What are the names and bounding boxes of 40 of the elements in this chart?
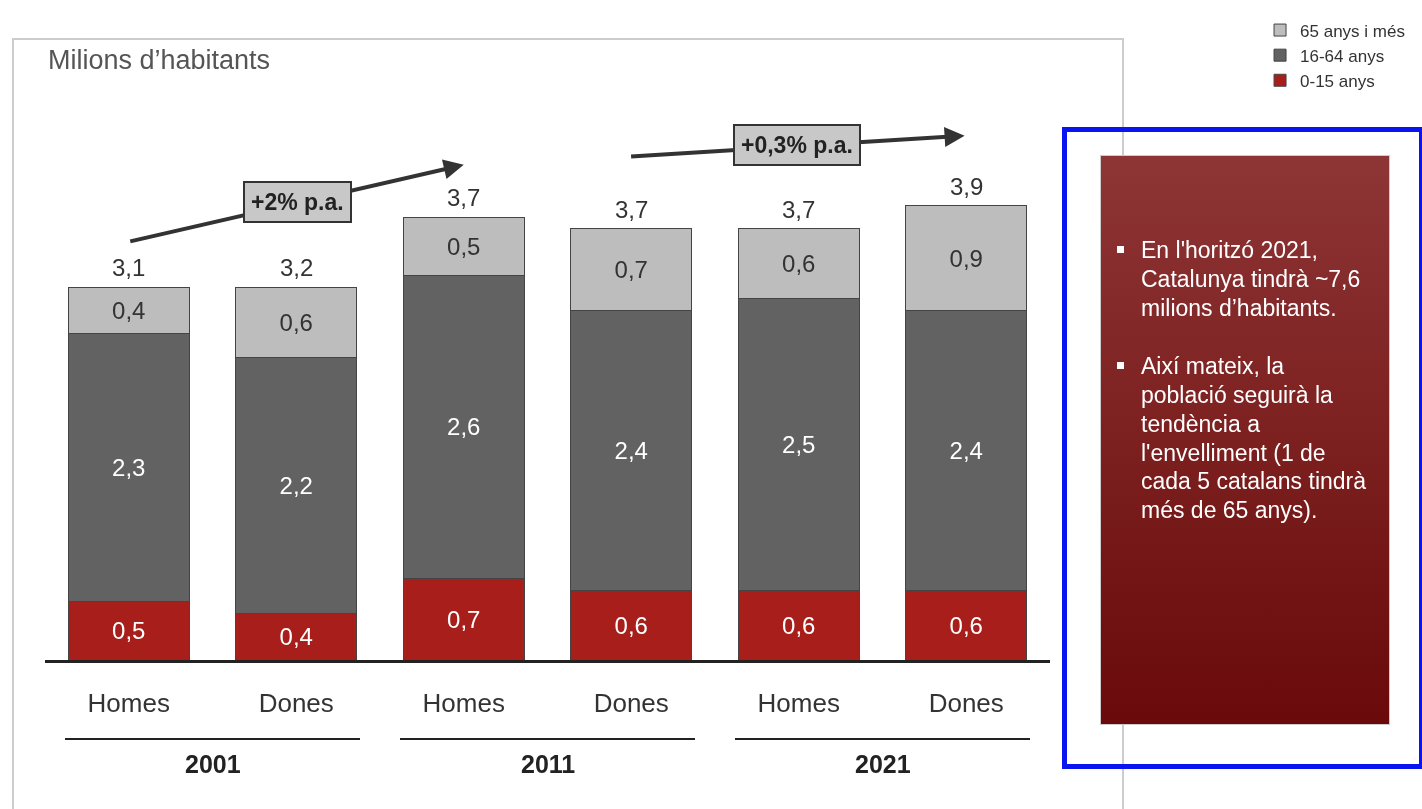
data-label: 2,4 [614, 436, 648, 464]
x-tick-label: Dones [593, 688, 669, 719]
x-tick-label: Homes [757, 688, 840, 719]
data-label: 0,6 [949, 611, 983, 639]
total-label: 3,7 [447, 184, 481, 211]
data-label: 0,5 [447, 232, 481, 260]
annotation: +2% p.a. [251, 189, 344, 215]
data-label: 0,6 [782, 250, 816, 278]
data-label: 0,6 [782, 611, 816, 639]
data-label: 0,7 [614, 256, 648, 284]
text: 2021 [855, 750, 911, 778]
data-label: 2,4 [949, 436, 983, 464]
total-label: 3,1 [112, 254, 146, 281]
data-label: 2,5 [782, 430, 816, 458]
data-label: 2,6 [447, 413, 481, 441]
total-label: 3,7 [782, 196, 816, 223]
text: +0,3% p.a. [741, 132, 853, 158]
legend-label: 16-64 anys [1300, 46, 1385, 66]
total-label: 3,9 [950, 173, 984, 200]
data-label: 0,9 [949, 244, 983, 272]
text-panel: En l'horitzó 2021, Catalunya tindrà ~7,6 milions d’habitants. Així mateix, la població seguirà la tendència a l'envelliment (1 de cada 5 catalans tindrà més de 65 anys). [1100, 155, 1390, 725]
legend-label: 65 anys i més [1300, 21, 1405, 41]
x-tick-label: Dones [928, 688, 1004, 719]
data-label: 2,3 [112, 454, 146, 482]
legend-label: 0-15 anys [1300, 71, 1375, 91]
data-label: 0,6 [279, 308, 313, 336]
data-label: 0,4 [279, 623, 313, 651]
total-label: 3,2 [280, 254, 314, 281]
x-tick-label: Dones [258, 688, 334, 719]
total-label: 3,7 [615, 196, 649, 223]
x-tick-label: Homes [87, 688, 170, 719]
data-label: 0,6 [614, 611, 648, 639]
data-label: 0,4 [112, 296, 146, 324]
text: 2001 [185, 750, 241, 778]
data-label: 2,2 [279, 471, 313, 499]
data-label: 0,7 [447, 605, 481, 633]
data-label: 0,5 [112, 617, 146, 645]
text: 2011 [521, 750, 576, 778]
x-tick-label: Homes [422, 688, 505, 719]
chart-title: Milions d’habitants [48, 45, 271, 76]
